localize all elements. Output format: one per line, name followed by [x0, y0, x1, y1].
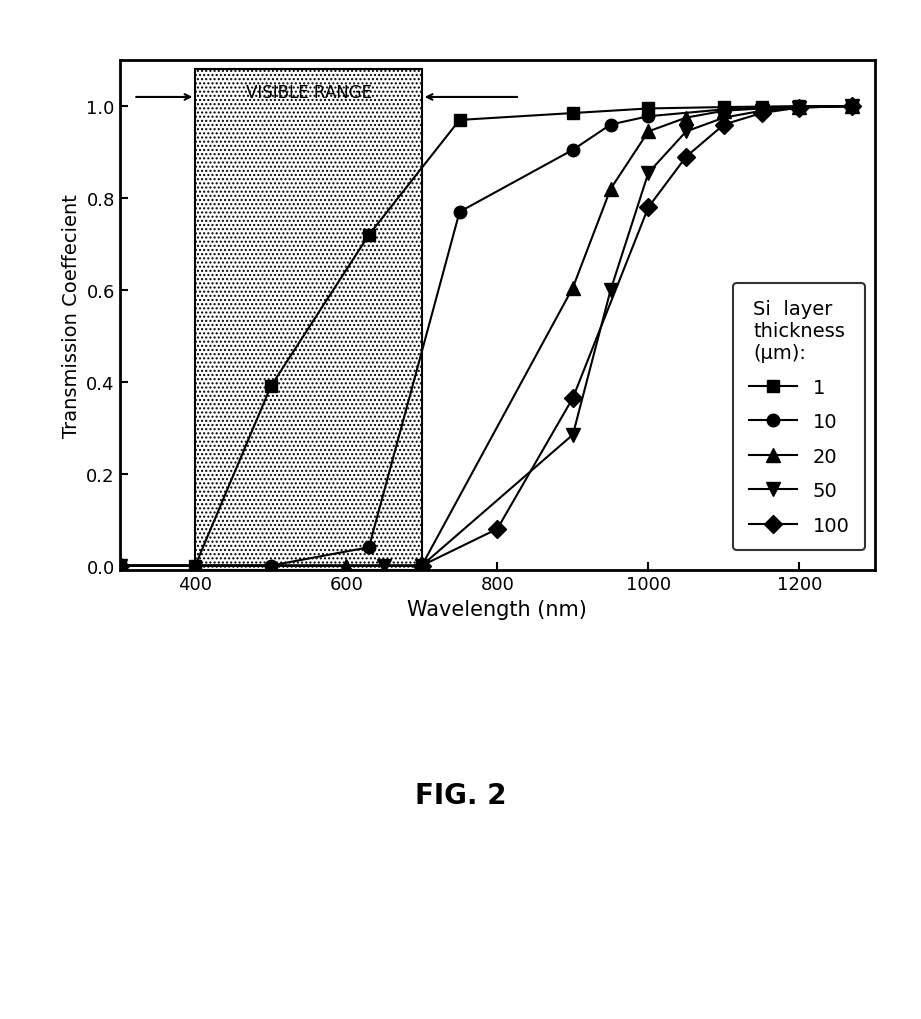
- 1: [567, 108, 578, 120]
- X-axis label: Wavelength (nm): Wavelength (nm): [407, 599, 588, 619]
- 20: [605, 183, 616, 196]
- 20: [681, 112, 692, 124]
- 1: [718, 102, 729, 114]
- 10: [794, 101, 805, 113]
- Legend: 1, 10, 20, 50, 100: 1, 10, 20, 50, 100: [733, 284, 865, 550]
- 20: [756, 103, 767, 115]
- 50: [567, 429, 578, 441]
- Line: 50: 50: [112, 100, 859, 573]
- 10: [643, 111, 654, 123]
- 1: [756, 101, 767, 113]
- 1: [190, 559, 201, 572]
- 1: [265, 381, 276, 393]
- 10: [114, 559, 125, 572]
- 20: [643, 126, 654, 139]
- 1: [364, 229, 375, 242]
- 100: [718, 119, 729, 131]
- 10: [265, 559, 276, 572]
- Line: 1: 1: [113, 101, 858, 573]
- 1: [846, 101, 857, 113]
- 100: [681, 152, 692, 164]
- 50: [605, 284, 616, 297]
- Line: 100: 100: [113, 101, 858, 573]
- 20: [846, 101, 857, 113]
- 50: [416, 559, 427, 572]
- 20: [718, 106, 729, 118]
- 50: [794, 102, 805, 114]
- 20: [114, 559, 125, 572]
- 100: [114, 559, 125, 572]
- 50: [643, 167, 654, 179]
- 1: [794, 101, 805, 113]
- Text: VISIBLE RANGE: VISIBLE RANGE: [246, 85, 371, 102]
- 1: [454, 115, 465, 127]
- 20: [341, 559, 352, 572]
- 100: [794, 102, 805, 114]
- 10: [718, 104, 729, 116]
- 10: [756, 102, 767, 114]
- 100: [756, 108, 767, 120]
- 50: [718, 112, 729, 124]
- 10: [846, 101, 857, 113]
- 100: [492, 523, 503, 535]
- 50: [114, 559, 125, 572]
- 50: [379, 559, 390, 572]
- 10: [364, 541, 375, 553]
- 10: [605, 119, 616, 131]
- 50: [846, 101, 857, 113]
- 10: [567, 145, 578, 157]
- 20: [567, 282, 578, 294]
- 10: [454, 207, 465, 219]
- 1: [643, 103, 654, 115]
- 100: [416, 559, 427, 572]
- 100: [846, 101, 857, 113]
- Bar: [195, 70, 422, 571]
- 20: [794, 101, 805, 113]
- 20: [416, 559, 427, 572]
- Line: 20: 20: [112, 100, 859, 573]
- 50: [681, 126, 692, 139]
- 1: [114, 559, 125, 572]
- Y-axis label: Transmission Coeffecient: Transmission Coeffecient: [62, 194, 81, 438]
- 50: [756, 106, 767, 118]
- 100: [643, 202, 654, 214]
- Line: 10: 10: [113, 101, 858, 573]
- Text: FIG. 2: FIG. 2: [414, 781, 507, 809]
- 100: [567, 392, 578, 405]
